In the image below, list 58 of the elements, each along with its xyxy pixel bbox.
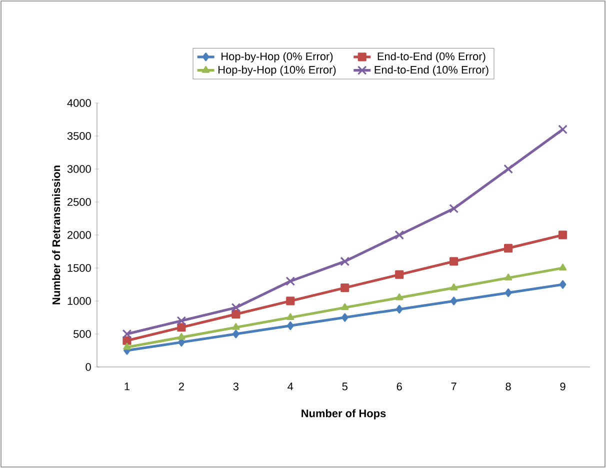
x-axis-title: Number of Hops xyxy=(302,409,386,420)
point xyxy=(232,310,240,318)
point xyxy=(122,336,132,345)
point xyxy=(286,276,296,286)
point xyxy=(123,342,131,350)
y-tick-label: 3000 xyxy=(67,165,91,173)
point xyxy=(504,274,512,280)
y-tick-label: 2500 xyxy=(68,198,91,206)
x-tick-label: 4 xyxy=(288,382,294,390)
point xyxy=(559,280,566,289)
point xyxy=(394,230,404,240)
point xyxy=(396,293,404,300)
point xyxy=(122,329,132,339)
point xyxy=(232,323,240,330)
point xyxy=(558,124,568,134)
y-tick-label: 2000 xyxy=(68,231,91,239)
y-axis-title: Number of Retransmission xyxy=(52,166,60,304)
y-tick-label: 4000 xyxy=(67,99,91,107)
point xyxy=(449,204,459,214)
point xyxy=(340,283,350,292)
x-tick-label: 6 xyxy=(396,382,402,390)
x-tick-label: 2 xyxy=(178,382,184,390)
y-tick-label: 0 xyxy=(86,363,91,371)
point xyxy=(341,313,348,322)
x-tick-label: 3 xyxy=(233,382,238,390)
x-tick-label: 8 xyxy=(506,382,511,390)
x-tick-label: 5 xyxy=(342,382,348,390)
point xyxy=(232,330,240,338)
point xyxy=(286,321,294,330)
point xyxy=(558,230,568,240)
y-tick-label: 3500 xyxy=(67,132,91,140)
point xyxy=(450,257,458,266)
legend-label: End-to-End (10% Error) xyxy=(374,66,488,76)
x-tick-label: 9 xyxy=(560,382,566,390)
x-tick-label: 1 xyxy=(124,382,130,390)
point xyxy=(286,296,295,306)
point xyxy=(177,323,186,332)
y-tick-label: 500 xyxy=(74,330,91,338)
point xyxy=(396,304,403,314)
legend-label: End-to-End (0% Error) xyxy=(378,52,486,62)
point xyxy=(558,264,567,271)
point xyxy=(341,303,349,310)
point xyxy=(504,164,513,174)
y-tick-label: 1000 xyxy=(68,297,91,305)
x-tick-label: 7 xyxy=(451,382,456,390)
point xyxy=(178,332,186,340)
point xyxy=(504,288,512,298)
point xyxy=(450,296,458,306)
legend-label: Hop-by-Hop (0% Error) xyxy=(222,52,333,62)
y-tick-label: 1500 xyxy=(68,264,91,272)
point xyxy=(231,302,241,312)
point xyxy=(450,283,458,290)
point xyxy=(504,244,513,252)
point xyxy=(176,316,186,326)
point xyxy=(286,313,294,320)
legend-label: Hop-by-Hop (10% Error) xyxy=(218,66,336,76)
point xyxy=(395,270,404,279)
point xyxy=(340,256,350,266)
